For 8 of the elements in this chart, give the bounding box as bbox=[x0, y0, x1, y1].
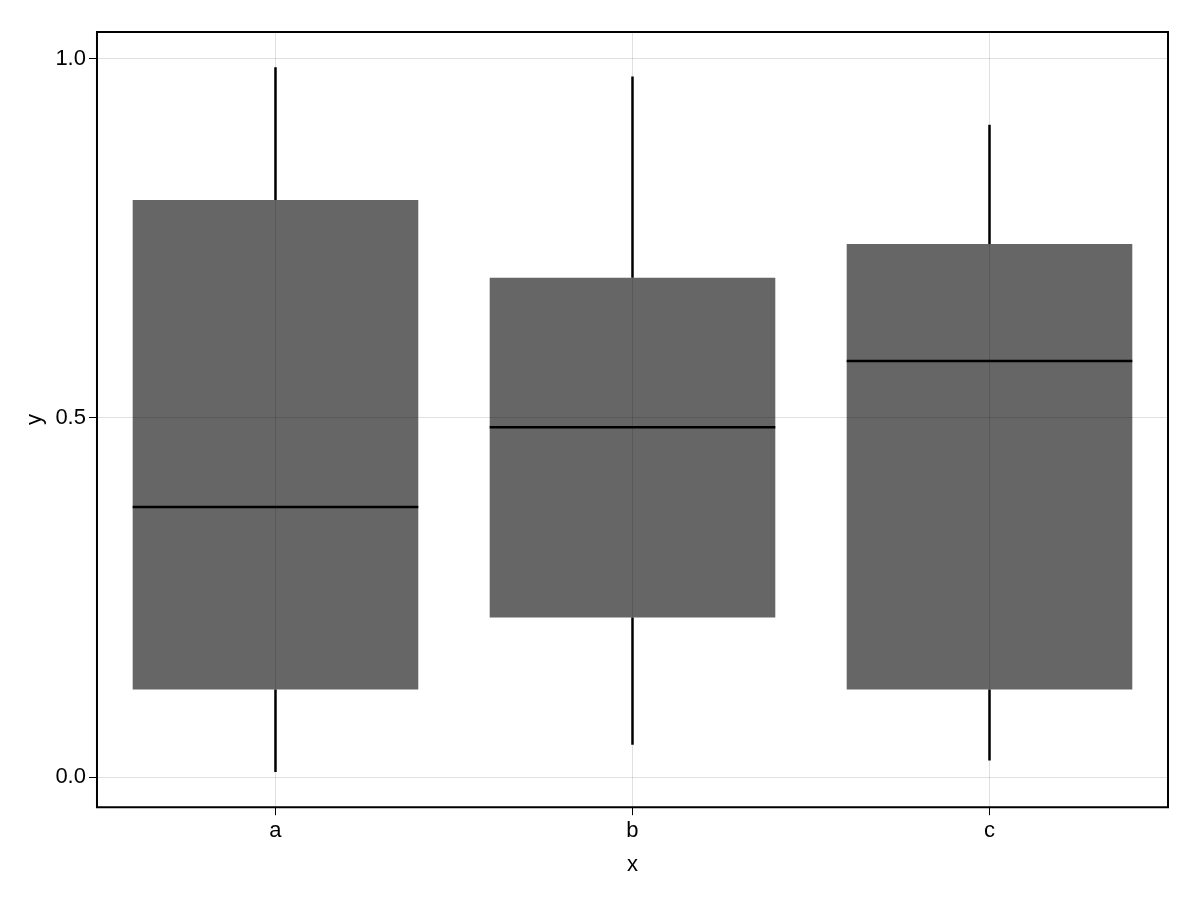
y-tick-label: 0.5 bbox=[55, 403, 86, 429]
x-tick-label: a bbox=[269, 817, 283, 843]
x-tick-label: c bbox=[984, 817, 995, 843]
y-tick-label: 1.0 bbox=[55, 44, 86, 70]
x-axis-title: x bbox=[626, 850, 638, 876]
y-axis-title: y bbox=[21, 414, 47, 426]
x-tick-label: b bbox=[626, 817, 639, 843]
y-tick-label: 0.0 bbox=[55, 763, 86, 789]
